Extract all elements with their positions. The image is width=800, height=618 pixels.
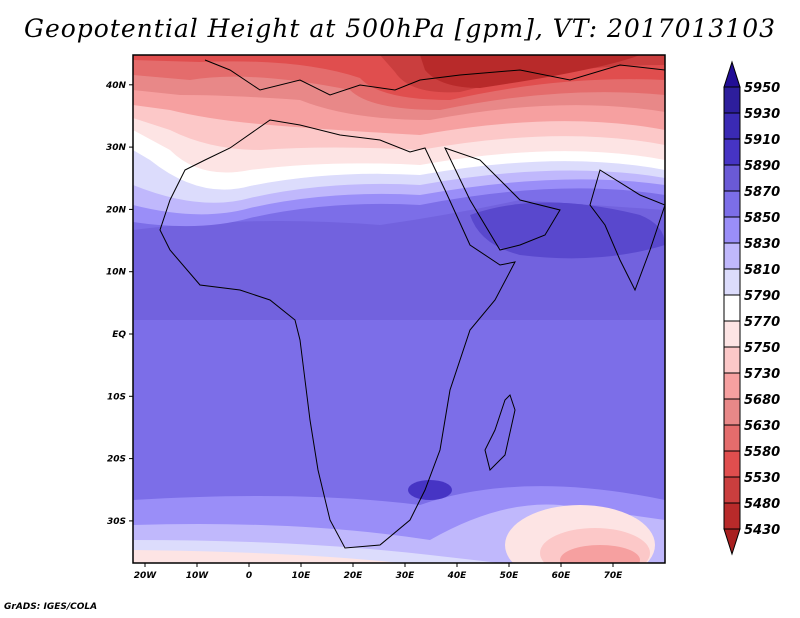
colorbar-box: [723, 398, 741, 426]
x-tick-label: 40E: [447, 571, 468, 581]
colorbar-label: 5480: [744, 497, 780, 512]
colorbar-label: 5870: [744, 185, 780, 200]
x-tick-label: 10W: [186, 571, 210, 581]
africa-coastline: [159, 119, 516, 549]
colorbar-box: [723, 138, 741, 166]
colorbar-upper-triangle: [723, 60, 741, 88]
colorbar-label: 5950: [744, 81, 780, 96]
y-tick-label: 40N: [105, 81, 127, 91]
x-tick-label: 0: [246, 571, 252, 581]
colorbar-label: 5790: [744, 289, 780, 304]
colorbar-box: [723, 320, 741, 348]
colorbar-label: 5580: [744, 445, 780, 460]
colorbar-label: 5750: [744, 341, 780, 356]
y-tick-label: 20N: [106, 205, 127, 215]
colorbar-box: [723, 216, 741, 244]
colorbar-lower-triangle: [723, 528, 741, 556]
colorbar-box: [723, 294, 741, 322]
x-tick-label: 60E: [552, 571, 572, 581]
colorbar-box: [723, 190, 741, 218]
colorbar-box: [723, 268, 741, 296]
credit-label: GrADS: IGES/COLA: [4, 602, 98, 612]
europe-coastline: [204, 59, 665, 96]
colorbar-box: [723, 372, 741, 400]
colorbar-label: 5830: [744, 237, 780, 252]
colorbar-box: [723, 242, 741, 270]
colorbar-box: [723, 346, 741, 374]
colorbar-label: 5630: [744, 419, 780, 434]
colorbar-label: 5770: [744, 315, 780, 330]
height-field: [133, 55, 665, 563]
arabia-coastline: [444, 147, 561, 251]
y-tick-label: 30S: [107, 517, 126, 527]
colorbar-box: [723, 86, 741, 114]
colorbar-box: [723, 502, 741, 530]
x-tick-label: 20E: [344, 571, 364, 581]
colorbar-label: 5680: [744, 393, 780, 408]
colorbar-label: 5810: [744, 263, 780, 278]
x-tick-label: 30E: [396, 571, 416, 581]
y-tick-label: 20S: [107, 455, 126, 465]
colorbar-label: 5730: [744, 367, 780, 382]
colorbar-box: [723, 164, 741, 192]
y-tick-label: 10S: [107, 392, 126, 402]
madagascar-coastline: [484, 394, 516, 471]
colorbar-label: 5930: [744, 107, 780, 122]
map-frame: [132, 54, 666, 564]
x-tick-label: 50E: [500, 571, 520, 581]
colorbar-label: 5530: [744, 471, 780, 486]
colorbar-label: 5430: [744, 523, 780, 538]
x-tick-label: 10E: [292, 571, 312, 581]
x-axis: 20W 10W 0 10E 20E 30E 40E 50E 60E 70E: [134, 563, 623, 581]
colorbar: 5950 5930 5910 5890 5870 5850 5830 5810 5790 5770…: [723, 60, 780, 556]
colorbar-label: 5890: [744, 159, 780, 174]
x-tick-label: 20W: [134, 571, 158, 581]
y-tick-label: 10N: [106, 268, 127, 278]
colorbar-label: 5910: [744, 133, 780, 148]
y-tick-label: 30N: [106, 143, 127, 153]
x-tick-label: 70E: [604, 571, 624, 581]
india-coastline: [589, 169, 665, 292]
colorbar-label: 5850: [744, 211, 780, 226]
colorbar-box: [723, 450, 741, 478]
map-title: Geopotential Height at 500hPa [gpm], VT:…: [23, 14, 777, 43]
colorbar-box: [723, 424, 741, 452]
y-axis: 40N 30N 20N 10N EQ 10S 20S 30S: [105, 81, 133, 527]
y-tick-label: EQ: [112, 330, 126, 340]
colorbar-box: [723, 112, 741, 140]
colorbar-box: [723, 476, 741, 504]
